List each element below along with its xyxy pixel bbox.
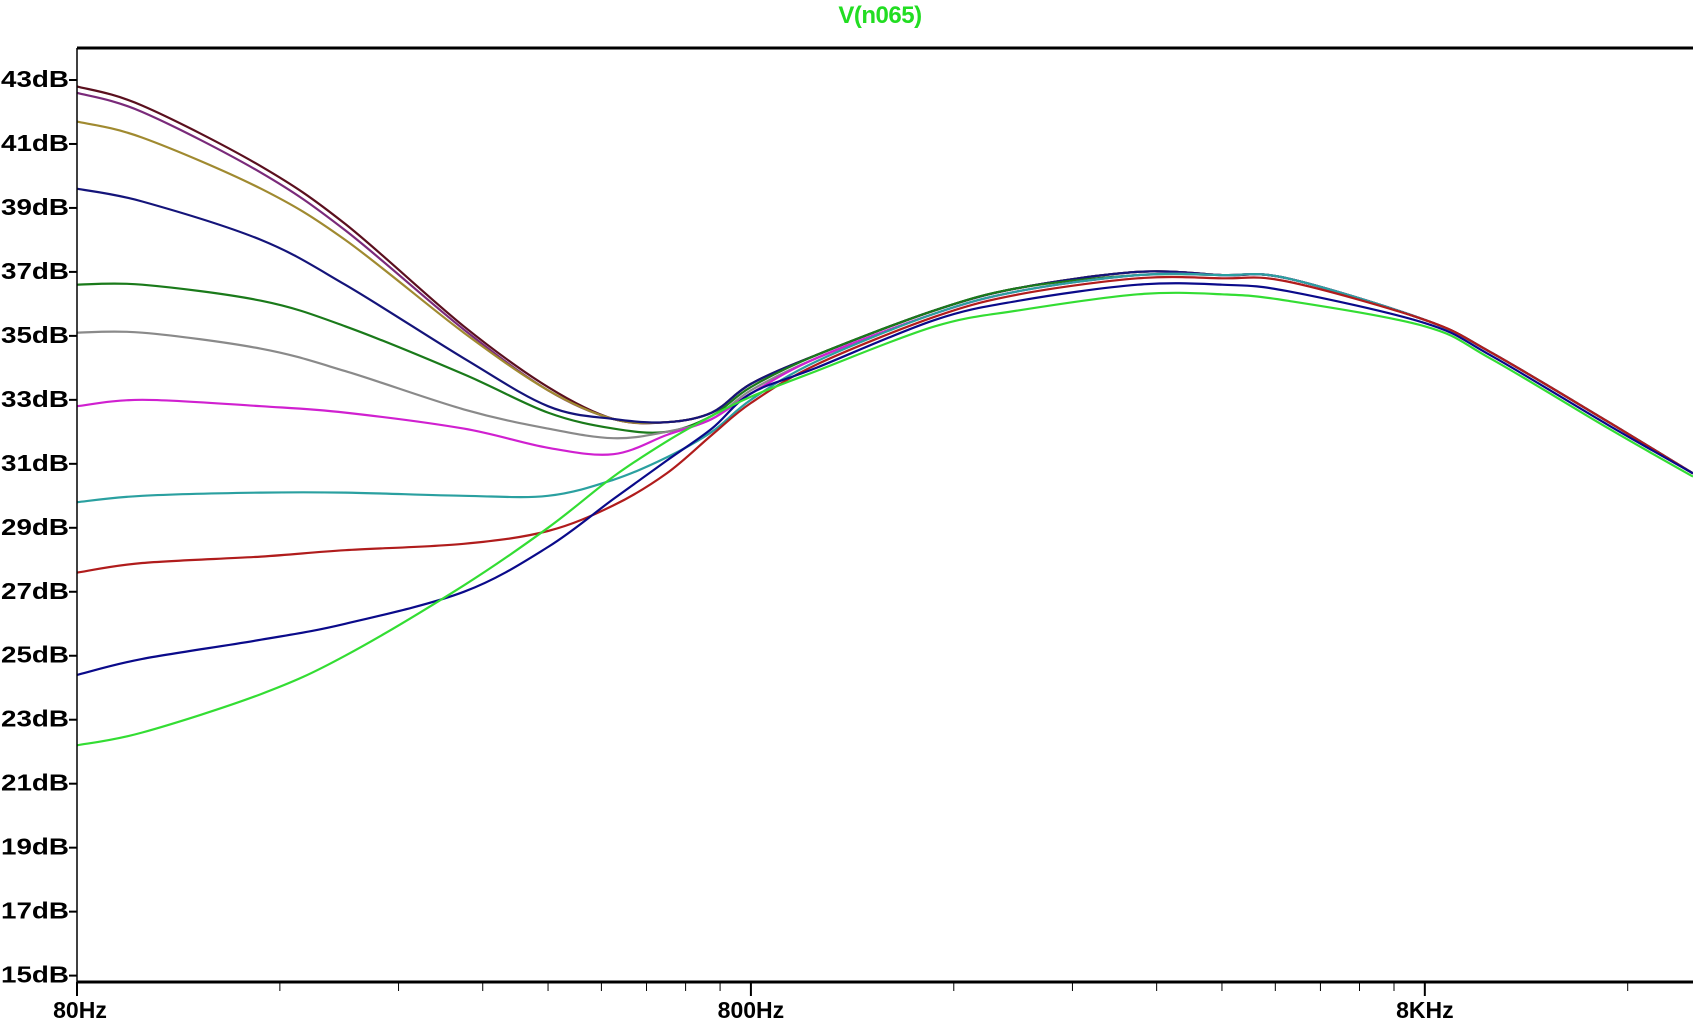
x-tick-label: 8KHz (1396, 997, 1454, 1023)
trace-step7 (76, 272, 1693, 475)
trace-step8 (76, 272, 1693, 504)
y-tick-label: 31dB (1, 450, 69, 476)
chart-title: V(n065) (838, 2, 922, 29)
trace-step10 (76, 282, 1693, 676)
x-tick-label: 800Hz (718, 997, 784, 1023)
trace-step1 (76, 85, 1693, 475)
trace-step5 (76, 272, 1693, 475)
trace-step11 (76, 291, 1693, 747)
y-tick-label: 39dB (1, 194, 69, 220)
y-tick-label: 43dB (1, 66, 69, 92)
y-tick-label: 25dB (1, 642, 69, 668)
y-tick-label: 17dB (1, 898, 69, 924)
traces (76, 85, 1693, 747)
y-tick-label: 33dB (1, 386, 69, 412)
y-tick-label: 21dB (1, 770, 69, 796)
y-tick-label: 27dB (1, 578, 69, 604)
y-tick-label: 41dB (1, 130, 69, 156)
y-tick-label: 15dB (1, 962, 69, 988)
y-tick-label: 35dB (1, 322, 69, 348)
y-tick-label: 37dB (1, 258, 69, 284)
y-tick-label: 23dB (1, 706, 69, 732)
trace-step9 (76, 275, 1693, 574)
axes: 43dB 41dB 39dB 37dB 35dB 33dB 31dB 29dB 27dB 25dB… (1, 46, 1693, 1023)
y-tick-label: 29dB (1, 514, 69, 540)
x-tick-label: 80Hz (53, 997, 107, 1023)
trace-step2 (76, 91, 1693, 475)
trace-step6 (76, 272, 1693, 475)
trace-step3 (76, 120, 1693, 475)
y-tick-label: 19dB (1, 834, 69, 860)
